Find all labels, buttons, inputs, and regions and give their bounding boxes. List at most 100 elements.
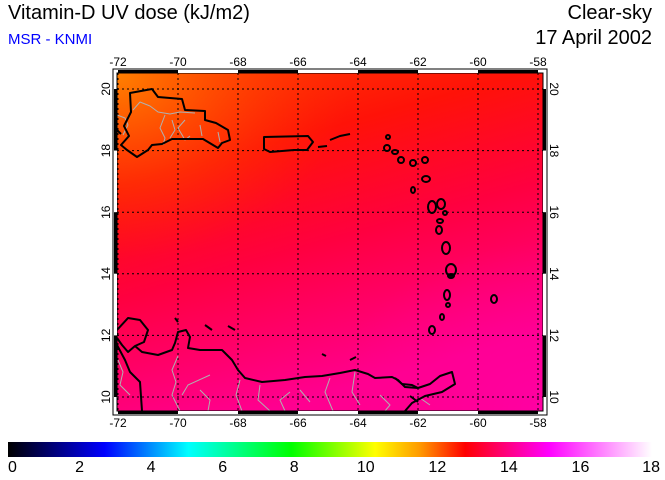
island — [436, 218, 444, 224]
lat-label-right: 10 — [547, 390, 561, 404]
hispaniola — [120, 88, 231, 158]
frame-segment — [543, 273, 546, 336]
frame-segment — [238, 70, 298, 73]
frame-segment — [114, 212, 117, 274]
virgin-islands — [317, 133, 351, 148]
lon-label-bottom: -70 — [169, 416, 187, 430]
margarita — [321, 353, 357, 361]
island — [409, 159, 417, 167]
island — [421, 156, 429, 164]
island — [383, 144, 391, 152]
lon-label-bottom: -64 — [349, 416, 367, 430]
lat-label-right: 16 — [547, 206, 561, 220]
colorbar-tick-label: 18 — [642, 459, 660, 476]
lon-label-top: -70 — [169, 55, 187, 69]
lat-label-left: 18 — [99, 144, 113, 158]
island — [385, 134, 391, 140]
lon-label-top: -66 — [289, 55, 307, 69]
island — [436, 198, 446, 210]
lon-label-top: -60 — [469, 55, 487, 69]
coastlines — [117, 88, 456, 411]
source-label: MSR - KNMI — [8, 31, 93, 48]
island — [445, 302, 451, 308]
colorbar-tick-label: 8 — [289, 459, 299, 476]
uv-field — [117, 73, 543, 411]
island — [427, 200, 437, 214]
island — [435, 225, 443, 235]
lon-label-top: -72 — [109, 55, 127, 69]
lon-label-top: -58 — [529, 55, 547, 69]
lat-label-right: 20 — [547, 82, 561, 96]
lat-label-left: 20 — [99, 82, 113, 96]
country-borders — [117, 101, 431, 411]
lat-label-left: 16 — [99, 205, 113, 219]
curacao — [174, 317, 236, 331]
lon-label-bottom: -68 — [229, 416, 247, 430]
frame-segment — [114, 150, 117, 213]
island — [428, 325, 436, 335]
colorbar-tick-label: 14 — [499, 459, 518, 476]
island — [442, 210, 448, 216]
lon-label-bottom: -66 — [289, 416, 307, 430]
jamaica-edge — [117, 129, 122, 135]
island — [443, 289, 451, 301]
frame-segment — [478, 411, 538, 414]
island — [490, 294, 498, 304]
frame-segment — [418, 70, 478, 73]
island — [421, 175, 431, 183]
colorbar-tick-label: 10 — [356, 459, 375, 476]
frame-segment — [118, 70, 178, 73]
lat-label-right: 14 — [547, 267, 561, 281]
frame-segment — [478, 70, 538, 73]
island — [447, 273, 455, 279]
colorbar-tick-label: 2 — [75, 459, 84, 476]
axis-labels: -72 -72 -70 -70 -68 -68 -66 -66 -64 -64 -62 -62 -60 -… — [99, 55, 561, 430]
colorbar-tick-label: 0 — [8, 459, 17, 476]
island — [445, 263, 457, 277]
lesser-antilles — [383, 134, 498, 335]
lon-label-top: -62 — [409, 55, 427, 69]
island — [410, 186, 416, 194]
frame-segment — [114, 335, 117, 397]
lon-label-bottom: -60 — [469, 416, 487, 430]
island — [391, 149, 399, 155]
frame-segment — [114, 273, 117, 336]
condition-label: Clear-sky — [567, 2, 652, 24]
lon-label-bottom: -62 — [409, 416, 427, 430]
island — [439, 313, 445, 321]
lat-label-left: 14 — [99, 267, 113, 281]
graticule — [117, 73, 543, 411]
colorbar-tick-label: 16 — [571, 459, 590, 476]
lat-label-left: 10 — [99, 390, 113, 404]
puerto-rico — [263, 135, 314, 153]
frame-segment — [114, 89, 117, 151]
frame-segment — [298, 70, 358, 73]
lat-label-right: 18 — [547, 144, 561, 158]
venezuela-coast — [117, 317, 456, 411]
frame-segment — [543, 150, 546, 213]
colorbar-tick-label: 4 — [146, 459, 156, 476]
lat-label-right: 12 — [547, 329, 561, 343]
frame-segment — [178, 411, 238, 414]
frame-segment — [418, 411, 478, 414]
colorbar-tick-label: 12 — [428, 459, 447, 476]
frame-segment — [178, 70, 238, 73]
frame-segment — [543, 335, 546, 397]
frame-segment — [298, 411, 358, 414]
frame-segment — [238, 411, 298, 414]
frame-segment — [543, 212, 546, 274]
map-frame — [112, 68, 548, 416]
lon-label-bottom: -72 — [109, 416, 127, 430]
map-title: Vitamin-D UV dose (kJ/m2) — [8, 2, 250, 24]
lon-label-bottom: -58 — [529, 416, 547, 430]
colorbar — [8, 442, 652, 457]
frame-segment — [118, 411, 178, 414]
island — [397, 156, 405, 164]
trinidad — [394, 377, 419, 403]
frame-segment — [358, 411, 418, 414]
frame-segment — [543, 89, 546, 151]
lat-label-left: 12 — [99, 328, 113, 342]
island — [441, 241, 451, 255]
lon-label-top: -68 — [229, 55, 247, 69]
